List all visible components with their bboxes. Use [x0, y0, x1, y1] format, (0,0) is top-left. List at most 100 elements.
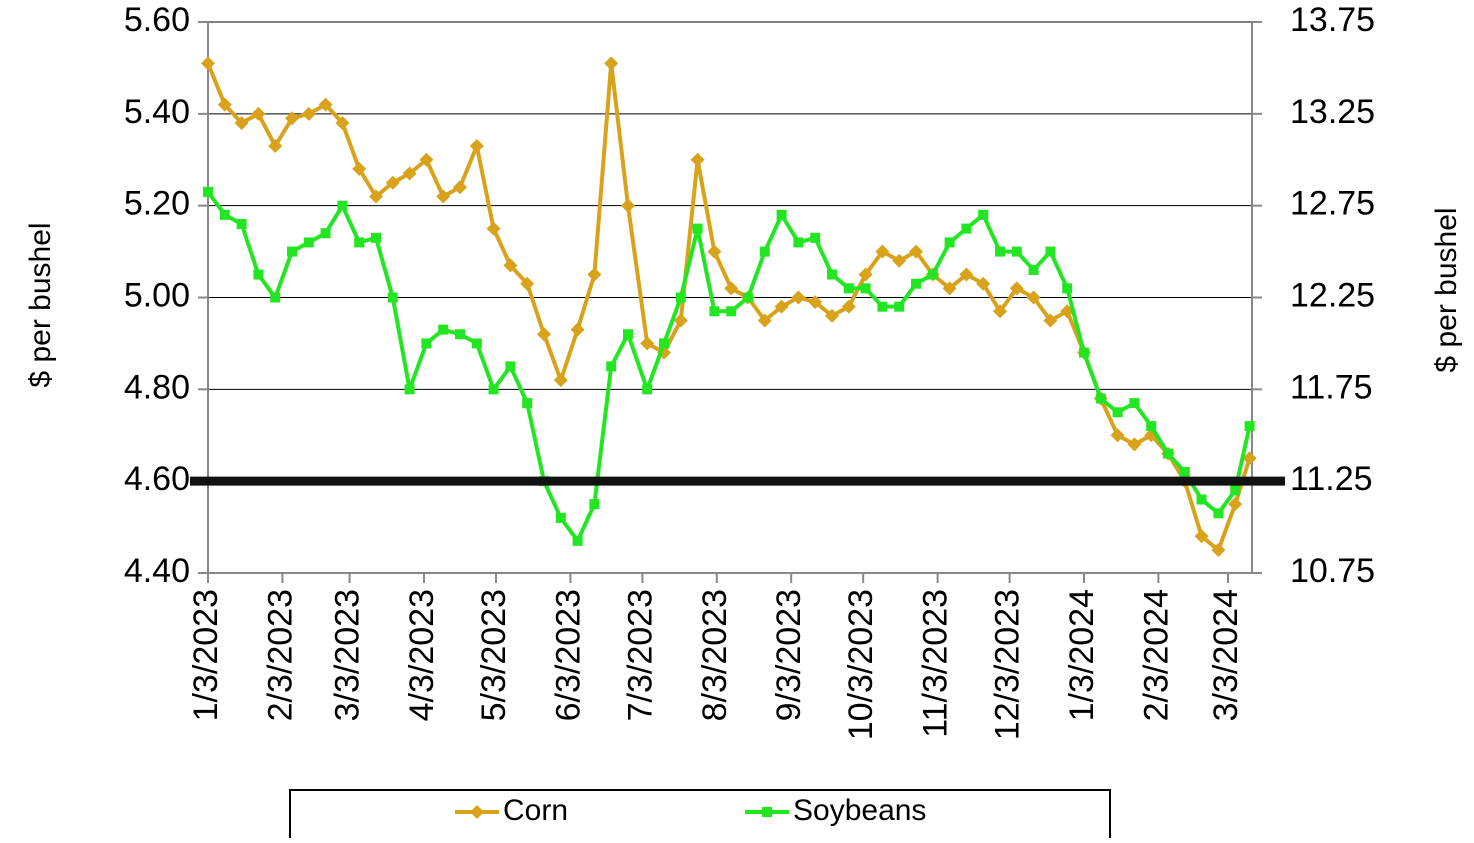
data-point: [1062, 283, 1073, 294]
x-tick-label: 7/3/2023: [621, 589, 659, 721]
data-point: [1110, 428, 1125, 443]
y-tick-label: 5.00: [124, 276, 190, 314]
x-tick-label: 3/3/2024: [1207, 589, 1245, 721]
data-point: [875, 244, 890, 259]
x-tick-label: 11/3/2023: [917, 589, 955, 738]
data-point: [318, 97, 333, 112]
data-point: [673, 313, 688, 328]
data-point: [942, 281, 957, 296]
data-point: [827, 269, 837, 280]
data-point: [659, 338, 669, 349]
data-point: [219, 209, 230, 220]
y2-tick-label: 10.75: [1290, 552, 1375, 590]
data-point: [234, 116, 249, 131]
data-point: [1146, 421, 1157, 432]
data-point: [471, 338, 482, 349]
data-point: [303, 237, 314, 248]
data-point: [976, 276, 991, 291]
y2-tick-label: 11.25: [1290, 460, 1373, 498]
y-tick-label: 5.20: [124, 185, 190, 223]
data-point: [385, 175, 400, 190]
data-point: [337, 200, 348, 211]
data-point: [505, 361, 516, 372]
data-point: [203, 186, 213, 197]
data-point: [1213, 508, 1224, 519]
data-point: [352, 161, 367, 176]
data-point: [1230, 485, 1241, 496]
data-point: [270, 292, 281, 303]
data-point: [404, 384, 415, 395]
y-axis-label: $ per bushel: [24, 222, 57, 387]
data-point: [843, 283, 854, 294]
data-point: [436, 189, 451, 204]
x-tick-label: 1/3/2024: [1063, 589, 1101, 721]
data-point: [1163, 448, 1173, 459]
data-point: [522, 398, 533, 409]
data-point: [995, 246, 1005, 257]
data-point: [387, 292, 398, 303]
y-tick-label: 5.40: [124, 93, 190, 131]
data-point: [808, 295, 823, 310]
x-tick-label: 6/3/2023: [549, 589, 587, 721]
data-point: [860, 283, 871, 294]
data-point: [692, 223, 703, 234]
data-point: [1194, 529, 1209, 544]
x-tick-label: 3/3/2023: [329, 589, 367, 721]
data-point: [841, 299, 856, 314]
data-point: [201, 56, 215, 71]
data-point: [726, 306, 737, 317]
data-point: [572, 535, 583, 546]
series-line: [206, 190, 1252, 543]
data-point: [1179, 466, 1190, 477]
data-point: [1079, 347, 1089, 358]
data-point: [606, 361, 617, 372]
data-point: [1211, 543, 1226, 558]
data-point: [320, 228, 331, 239]
data-point: [537, 327, 551, 342]
data-point: [927, 269, 938, 280]
data-point: [1127, 437, 1142, 452]
data-point: [1242, 451, 1257, 466]
data-point: [1045, 246, 1056, 257]
data-point: [1129, 398, 1140, 409]
data-point: [553, 373, 568, 388]
data-point: [675, 292, 686, 303]
data-point: [709, 306, 720, 317]
y-tick-label: 5.60: [124, 1, 190, 39]
data-point: [1244, 421, 1255, 432]
data-point: [707, 244, 722, 259]
data-point: [944, 237, 955, 248]
data-point: [894, 301, 905, 312]
data-point: [621, 198, 635, 213]
x-tick-label: 2/3/2023: [261, 589, 299, 721]
data-point: [776, 209, 787, 220]
data-point: [520, 276, 535, 291]
data-point: [402, 166, 417, 181]
y-tick-label: 4.60: [124, 460, 190, 498]
legend-marker: [762, 807, 772, 817]
legend-label: Soybeans: [793, 794, 926, 827]
data-point: [909, 244, 923, 259]
data-point: [961, 223, 972, 234]
data-point: [759, 246, 770, 257]
data-point: [419, 152, 434, 167]
data-point: [488, 384, 499, 395]
data-point: [911, 278, 921, 289]
data-point: [640, 336, 655, 351]
data-point: [892, 253, 907, 268]
data-point: [743, 292, 753, 303]
data-point: [285, 111, 299, 126]
data-point: [604, 56, 619, 71]
data-point: [877, 301, 888, 312]
data-point: [335, 116, 350, 131]
data-point: [623, 329, 633, 340]
data-point: [486, 221, 501, 236]
data-point: [642, 384, 653, 395]
y2-tick-label: 13.25: [1290, 93, 1375, 131]
y2-tick-label: 11.75: [1290, 368, 1373, 406]
y2-tick-label: 12.25: [1290, 276, 1375, 314]
legend-box: [289, 789, 1111, 843]
data-point: [453, 180, 467, 195]
data-point: [469, 138, 484, 153]
